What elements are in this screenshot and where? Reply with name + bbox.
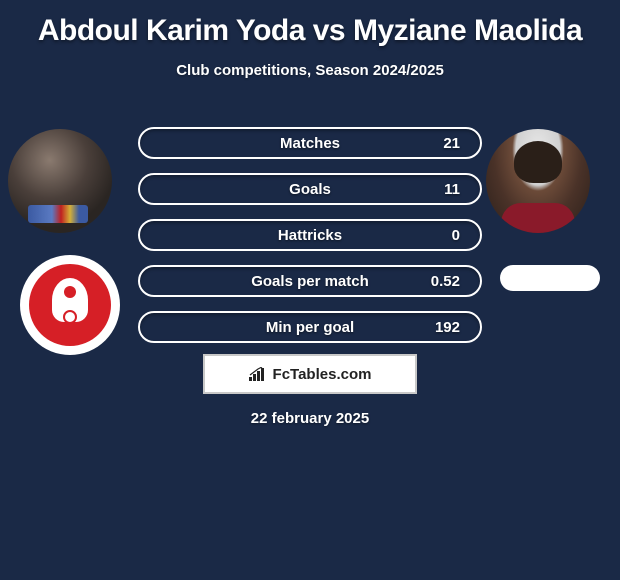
stat-value-right: 11: [420, 181, 460, 198]
club-right-badge: [500, 265, 600, 291]
stat-row: Goals 11: [138, 173, 482, 205]
brand-box: FcTables.com: [203, 354, 417, 394]
stat-label: Min per goal: [266, 319, 354, 336]
club-left-badge: [20, 255, 120, 355]
stat-label: Hattricks: [278, 227, 342, 244]
stat-row: Min per goal 192: [138, 311, 482, 343]
club-left-ball-icon: [63, 310, 77, 324]
club-left-badge-inner: [29, 264, 111, 346]
stat-value-right: 0: [420, 227, 460, 244]
stat-value-right: 21: [420, 135, 460, 152]
stat-row: Matches 21: [138, 127, 482, 159]
stat-label: Goals: [289, 181, 331, 198]
stats-list: Matches 21 Goals 11 Hattricks 0 Goals pe…: [138, 127, 482, 357]
stat-value-right: 0.52: [420, 273, 460, 290]
subtitle: Club competitions, Season 2024/2025: [0, 62, 620, 79]
page-title: Abdoul Karim Yoda vs Myziane Maolida: [0, 0, 620, 48]
chart-icon: [249, 367, 267, 381]
stat-label: Goals per match: [251, 273, 369, 290]
stat-row: Goals per match 0.52: [138, 265, 482, 297]
comparison-content: Matches 21 Goals 11 Hattricks 0 Goals pe…: [0, 107, 620, 367]
player-left-avatar: [8, 129, 112, 233]
stat-value-right: 192: [420, 319, 460, 336]
date-text: 22 february 2025: [251, 410, 369, 427]
stat-label: Matches: [280, 135, 340, 152]
player-right-avatar: [486, 129, 590, 233]
brand-text: FcTables.com: [273, 366, 372, 383]
stat-row: Hattricks 0: [138, 219, 482, 251]
